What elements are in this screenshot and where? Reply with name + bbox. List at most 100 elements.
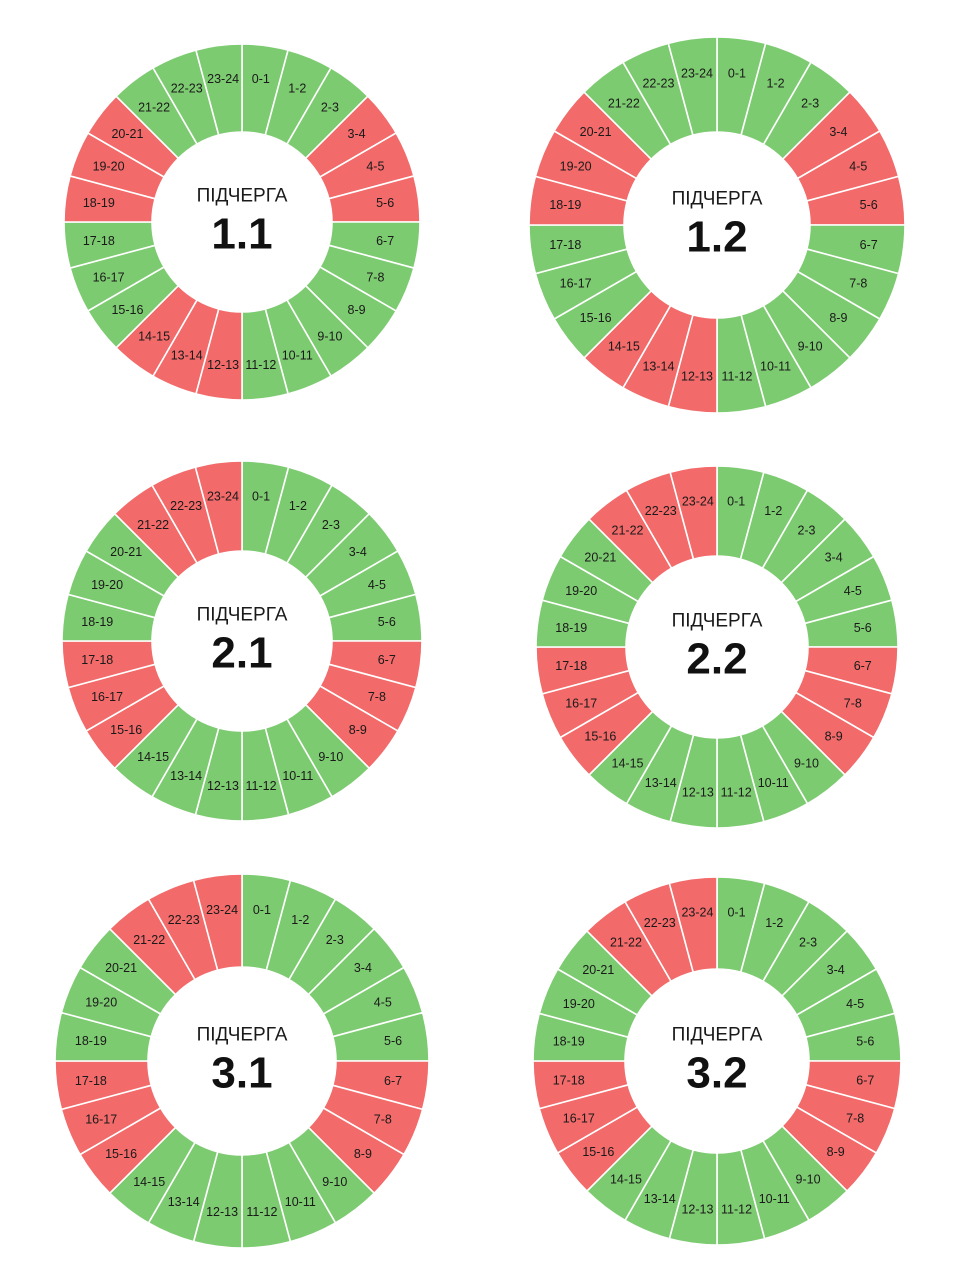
hour-label-6-7: 6-7 [860, 238, 878, 252]
hour-label-14-15: 14-15 [610, 1173, 642, 1187]
hour-label-13-14: 13-14 [168, 1195, 200, 1209]
hour-label-0-1: 0-1 [727, 494, 745, 508]
hour-label-15-16: 15-16 [105, 1147, 137, 1161]
hour-label-21-22: 21-22 [610, 935, 642, 949]
hour-label-21-22: 21-22 [137, 518, 169, 532]
hour-label-17-18: 17-18 [549, 238, 581, 252]
hour-label-6-7: 6-7 [376, 234, 394, 248]
hour-label-1-2: 1-2 [764, 504, 782, 518]
hour-label-15-16: 15-16 [582, 1145, 614, 1159]
hour-label-8-9: 8-9 [829, 311, 847, 325]
hour-label-22-23: 22-23 [645, 504, 677, 518]
hour-label-7-8: 7-8 [368, 690, 386, 704]
hour-label-18-19: 18-19 [83, 196, 115, 210]
hour-label-19-20: 19-20 [91, 578, 123, 592]
hour-label-9-10: 9-10 [796, 1173, 821, 1187]
hour-label-7-8: 7-8 [844, 696, 862, 710]
hour-label-12-13: 12-13 [207, 779, 239, 793]
hour-label-4-5: 4-5 [368, 578, 386, 592]
hour-label-0-1: 0-1 [728, 66, 746, 80]
hour-label-21-22: 21-22 [133, 933, 165, 947]
hour-label-7-8: 7-8 [849, 277, 867, 291]
hour-label-17-18: 17-18 [553, 1074, 585, 1088]
hour-label-14-15: 14-15 [137, 750, 169, 764]
queue-caption: ПІДЧЕРГА [672, 611, 763, 632]
hour-label-14-15: 14-15 [608, 339, 640, 353]
hour-label-6-7: 6-7 [854, 659, 872, 673]
hour-label-12-13: 12-13 [682, 786, 714, 800]
hour-label-20-21: 20-21 [584, 551, 616, 565]
hour-label-5-6: 5-6 [378, 615, 396, 629]
hour-label-21-22: 21-22 [138, 100, 170, 114]
hour-label-15-16: 15-16 [584, 729, 616, 743]
hour-label-15-16: 15-16 [110, 723, 142, 737]
hour-label-23-24: 23-24 [207, 489, 239, 503]
hour-label-4-5: 4-5 [849, 159, 867, 173]
queue-chart-3-1: 0-1 1-2 2-3 3-4 4-5 5-6 6-7 7-8 8-9 9-10 10-11 11-1… [54, 873, 430, 1249]
hour-label-5-6: 5-6 [376, 196, 394, 210]
hour-label-0-1: 0-1 [252, 72, 270, 86]
hour-label-5-6: 5-6 [860, 198, 878, 212]
hour-label-16-17: 16-17 [565, 696, 597, 710]
queue-chart-2-2: 0-1 1-2 2-3 3-4 4-5 5-6 6-7 7-8 8-9 9-10 10-11 11-1… [535, 465, 899, 829]
hour-label-22-23: 22-23 [171, 82, 203, 96]
hour-label-11-12: 11-12 [246, 779, 277, 793]
hour-label-19-20: 19-20 [563, 997, 595, 1011]
hour-segment-23-24 [667, 36, 718, 137]
hour-label-12-13: 12-13 [681, 370, 713, 384]
queue-number: 1.2 [686, 213, 747, 262]
queue-chart-3-2: 0-1 1-2 2-3 3-4 4-5 5-6 6-7 7-8 8-9 9-10 10-11 11-1… [532, 876, 902, 1246]
hour-label-12-13: 12-13 [206, 1205, 238, 1219]
hour-label-7-8: 7-8 [374, 1112, 392, 1126]
hour-label-14-15: 14-15 [612, 757, 644, 771]
hour-label-13-14: 13-14 [645, 776, 677, 790]
hour-label-19-20: 19-20 [93, 160, 125, 174]
hour-label-4-5: 4-5 [374, 996, 392, 1010]
hour-label-16-17: 16-17 [85, 1112, 117, 1126]
hour-label-9-10: 9-10 [317, 330, 342, 344]
hour-label-11-12: 11-12 [246, 1205, 277, 1219]
hour-label-23-24: 23-24 [207, 72, 239, 86]
queue-number: 2.1 [211, 629, 272, 678]
hour-label-10-11: 10-11 [759, 1192, 790, 1206]
hour-label-13-14: 13-14 [170, 769, 202, 783]
queue-number: 3.2 [686, 1049, 747, 1098]
hour-label-17-18: 17-18 [83, 234, 115, 248]
hour-label-0-1: 0-1 [252, 489, 270, 503]
hour-label-13-14: 13-14 [171, 348, 203, 362]
hour-label-8-9: 8-9 [354, 1147, 372, 1161]
hour-label-23-24: 23-24 [682, 494, 714, 508]
hour-label-23-24: 23-24 [681, 906, 713, 920]
hour-label-3-4: 3-4 [354, 961, 372, 975]
hour-label-3-4: 3-4 [349, 545, 367, 559]
hour-label-11-12: 11-12 [721, 1202, 752, 1216]
hour-label-13-14: 13-14 [642, 359, 674, 373]
hour-label-2-3: 2-3 [321, 100, 339, 114]
hour-label-17-18: 17-18 [81, 653, 113, 667]
hour-label-21-22: 21-22 [612, 523, 644, 537]
hour-label-16-17: 16-17 [91, 690, 123, 704]
queue-number: 2.2 [686, 635, 747, 684]
hour-label-2-3: 2-3 [797, 523, 815, 537]
hour-label-20-21: 20-21 [580, 125, 612, 139]
hour-label-2-3: 2-3 [326, 933, 344, 947]
hour-label-10-11: 10-11 [760, 359, 791, 373]
queue-caption: ПІДЧЕРГА [672, 1025, 763, 1046]
hour-label-9-10: 9-10 [318, 750, 343, 764]
hour-label-9-10: 9-10 [322, 1175, 347, 1189]
queue-chart-2-1: 0-1 1-2 2-3 3-4 4-5 5-6 6-7 7-8 8-9 9-10 10-11 11-1… [61, 460, 423, 822]
hour-label-1-2: 1-2 [289, 499, 307, 513]
hour-label-11-12: 11-12 [721, 370, 752, 384]
hour-label-19-20: 19-20 [85, 996, 117, 1010]
hour-label-22-23: 22-23 [168, 913, 200, 927]
hour-segment-23-24 [669, 465, 718, 561]
hour-label-20-21: 20-21 [110, 545, 142, 559]
hour-label-12-13: 12-13 [207, 358, 239, 372]
hour-label-22-23: 22-23 [170, 499, 202, 513]
hour-label-5-6: 5-6 [856, 1034, 874, 1048]
hour-label-22-23: 22-23 [644, 916, 676, 930]
hour-label-18-19: 18-19 [75, 1034, 107, 1048]
queue-caption: ПІДЧЕРГА [197, 1025, 288, 1046]
hour-label-20-21: 20-21 [105, 961, 137, 975]
hour-label-21-22: 21-22 [608, 97, 640, 111]
